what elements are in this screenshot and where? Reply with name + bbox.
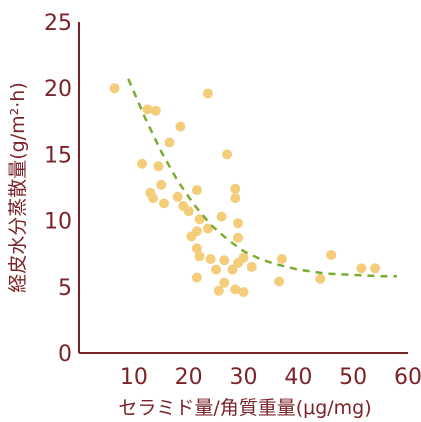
data-point <box>205 254 216 264</box>
x-tick-label: 60 <box>394 365 421 390</box>
data-point <box>159 198 169 209</box>
data-point <box>194 251 205 262</box>
x-tick-label: 20 <box>175 365 203 390</box>
data-point <box>233 232 243 243</box>
y-tick-label: 25 <box>44 11 72 36</box>
y-tick-label: 5 <box>58 276 72 301</box>
data-point <box>191 272 202 283</box>
data-point <box>238 287 249 298</box>
x-tick-label: 30 <box>230 365 258 390</box>
data-point <box>194 214 205 225</box>
data-point <box>172 191 183 202</box>
data-point <box>356 263 367 274</box>
data-point <box>156 179 167 190</box>
data-point <box>326 250 337 260</box>
data-point <box>230 284 241 295</box>
data-point <box>230 183 241 194</box>
data-point <box>213 285 224 296</box>
data-point <box>109 83 120 94</box>
data-point <box>315 273 326 284</box>
data-point <box>227 264 238 275</box>
trend-line <box>127 78 397 278</box>
data-point <box>202 88 213 99</box>
data-point <box>137 158 148 169</box>
data-point <box>191 243 202 254</box>
x-tick-label: 10 <box>120 365 148 390</box>
data-point <box>246 261 257 272</box>
y-tick-label: 20 <box>44 77 72 102</box>
data-point <box>164 137 175 148</box>
data-point <box>150 105 161 116</box>
data-point <box>191 185 202 196</box>
y-tick-label: 0 <box>58 342 72 367</box>
x-tick-label: 50 <box>339 365 367 390</box>
data-point <box>233 218 243 229</box>
y-tick-label: 15 <box>44 143 72 168</box>
data-point <box>219 255 230 266</box>
data-point <box>370 263 381 274</box>
data-point <box>153 161 164 172</box>
data-point <box>191 226 202 237</box>
y-axis-label: 経皮水分蒸散量(g/m²·h) <box>7 82 29 293</box>
data-point <box>276 254 287 264</box>
data-point <box>230 193 241 204</box>
data-point <box>222 149 233 160</box>
data-point <box>238 252 249 263</box>
data-points <box>109 83 381 298</box>
x-axis-label: セラミド量/角質重量(μg/mg) <box>118 397 371 419</box>
data-point <box>219 277 230 288</box>
data-point <box>274 276 285 287</box>
y-tick-label: 10 <box>44 210 72 235</box>
x-axis-ticks: 10 20 30 40 50 60 <box>120 365 421 390</box>
data-point <box>216 211 227 222</box>
x-tick-label: 40 <box>284 365 312 390</box>
data-point <box>183 206 194 217</box>
data-point <box>211 264 222 275</box>
data-point <box>148 193 158 204</box>
data-point <box>175 121 186 132</box>
data-point <box>202 223 213 234</box>
data-point <box>142 104 153 115</box>
y-axis-ticks: 0 5 10 15 20 25 <box>44 11 72 367</box>
